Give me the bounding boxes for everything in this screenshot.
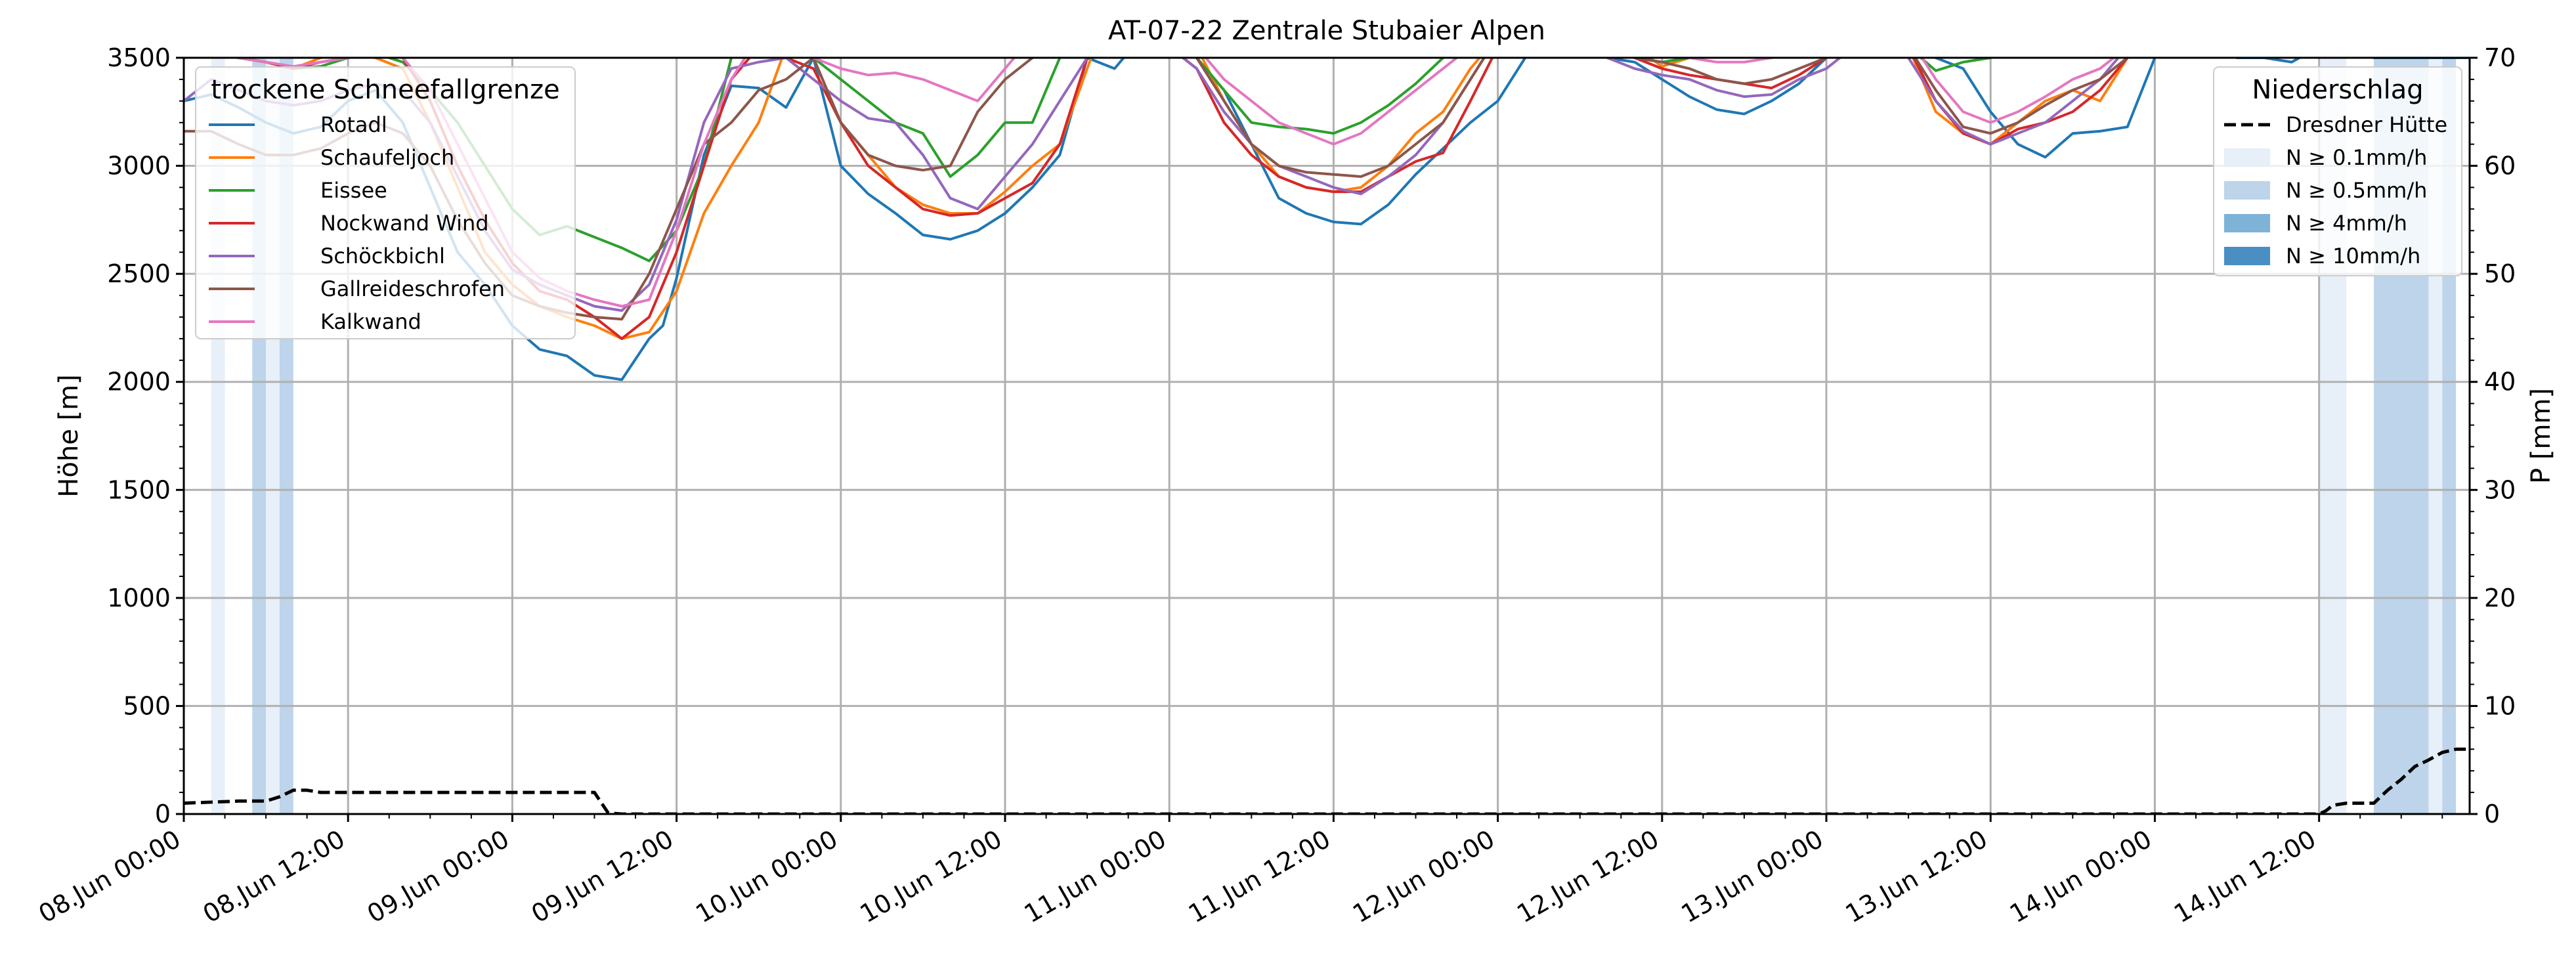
y-right-tick-label: 30 xyxy=(2484,475,2516,504)
legend-label: Dresdner Hütte xyxy=(2286,112,2447,137)
legend-label: N ≥ 10mm/h xyxy=(2286,244,2420,268)
y-axis-label-left: Höhe [m] xyxy=(54,374,84,497)
legend-band-swatch xyxy=(2224,214,2270,232)
y-right-tick-label: 0 xyxy=(2484,800,2500,828)
legend-precip-title: Niederschlag xyxy=(2252,75,2423,105)
y-right-tick-label: 50 xyxy=(2484,259,2516,288)
legend-label: N ≥ 0.1mm/h xyxy=(2286,145,2427,170)
legend-precipitation: Niederschlag Dresdner Hütte N ≥ 0.1mm/h N … xyxy=(2213,66,2462,276)
plot-frame xyxy=(182,56,2471,815)
y-right-tick-label: 40 xyxy=(2484,368,2516,397)
y-right-tick-label: 70 xyxy=(2484,43,2516,72)
legend-band-swatch xyxy=(2224,181,2270,200)
series-line-rotadl xyxy=(184,58,2470,381)
legend-label: Schöckbichl xyxy=(320,244,445,268)
legend-label: Schaufeljoch xyxy=(320,145,454,170)
y-axis-left: 0 500 1000 1500 2000 2500 3000 3500 xyxy=(107,43,184,828)
y-tick-label: 0 xyxy=(155,800,171,828)
legend-band-swatch xyxy=(2224,148,2270,167)
y-right-tick-label: 20 xyxy=(2484,584,2516,612)
legend-label: Gallreideschrofen xyxy=(320,276,505,301)
legend-label: Kalkwand xyxy=(320,309,421,334)
y-tick-label: 500 xyxy=(123,691,171,720)
legend-label: Rotadl xyxy=(320,112,387,137)
y-tick-label: 1000 xyxy=(107,584,171,612)
y-right-tick-label: 10 xyxy=(2484,691,2516,720)
y-tick-label: 1500 xyxy=(107,475,171,504)
chart-title: AT-07-22 Zentrale Stubaier Alpen xyxy=(1108,16,1545,46)
y-tick-label: 3000 xyxy=(107,152,171,181)
legend-label: N ≥ 4mm/h xyxy=(2286,211,2407,236)
legend-label: N ≥ 0.5mm/h xyxy=(2286,178,2427,203)
y-axis-label-right: P [mm] xyxy=(2526,388,2556,484)
y-tick-label: 2000 xyxy=(107,368,171,397)
y-right-tick-label: 60 xyxy=(2484,152,2516,181)
legend-label: Eissee xyxy=(320,178,387,203)
y-tick-label: 3500 xyxy=(107,43,171,72)
y-tick-label: 2500 xyxy=(107,259,171,288)
y-axis-right: 0 10 20 30 40 50 60 70 xyxy=(2470,43,2516,828)
legend-snowfall-title: trockene Schneefallgrenze xyxy=(211,75,559,105)
legend-label: Nockwand Wind xyxy=(320,211,489,236)
legend-band-swatch xyxy=(2224,247,2270,265)
legend-snowfall: trockene Schneefallgrenze Rotadl Schaufel… xyxy=(195,66,576,339)
